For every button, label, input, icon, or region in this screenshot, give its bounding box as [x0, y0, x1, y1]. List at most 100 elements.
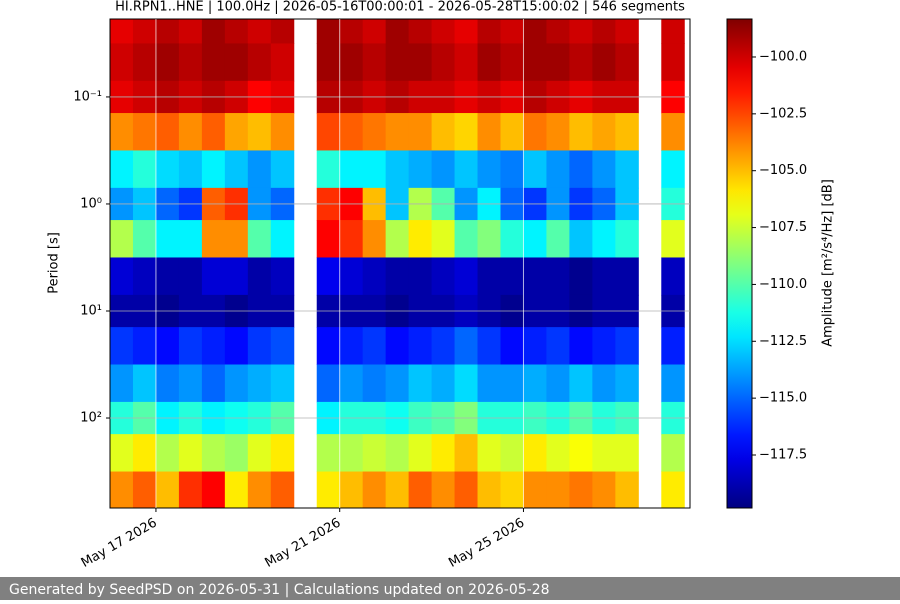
spectrogram-cell: [431, 220, 456, 258]
spectrogram-cell: [477, 471, 501, 508]
spectrogram-cell: [224, 43, 249, 82]
spectrogram-cell: [500, 43, 524, 82]
spectrogram-cell: [431, 19, 456, 44]
spectrogram-cell: [661, 19, 685, 44]
spectrogram-cell: [224, 113, 249, 151]
spectrogram-cell: [454, 434, 479, 473]
spectrogram-cell: [132, 434, 157, 473]
spectrogram-cell: [224, 220, 249, 258]
spectrogram-cell: [408, 19, 433, 44]
spectrogram-cell: [339, 364, 364, 403]
colorbar-tick-label: −102.5: [759, 106, 807, 121]
spectrogram-cell: [132, 150, 157, 189]
spectrogram-cell: [270, 150, 295, 189]
spectrogram-cell: [408, 43, 433, 82]
spectrogram-cell: [592, 434, 616, 473]
spectrogram-cell: [615, 327, 639, 366]
spectrogram-cell: [270, 471, 295, 508]
spectrogram-cell: [408, 364, 433, 403]
spectrogram-cell: [132, 257, 157, 296]
spectrogram-cell: [224, 19, 249, 44]
spectrogram-cell: [155, 434, 180, 473]
spectrogram-cell: [569, 257, 593, 296]
spectrogram-cell: [569, 220, 593, 258]
spectrogram-cell: [339, 257, 364, 296]
spectrogram-cell: [316, 220, 341, 258]
spectrogram-cell: [523, 113, 547, 151]
spectrogram-cell: [569, 471, 593, 508]
spectrogram-cell: [454, 220, 479, 258]
spectrogram-cell: [316, 471, 341, 508]
spectrogram-cell: [500, 220, 524, 258]
spectrogram-cell: [569, 364, 593, 403]
footer-text: Generated by SeedPSD on 2026-05-31 | Cal…: [9, 582, 550, 598]
spectrogram-cell: [178, 19, 203, 44]
spectrogram-cell: [408, 471, 433, 508]
spectrogram-cell: [615, 19, 639, 44]
spectrogram-cell: [569, 19, 593, 44]
chart-title: HI.RPN1..HNE | 100.0Hz | 2026-05-16T00:0…: [115, 0, 685, 15]
spectrogram-cell: [546, 257, 570, 296]
spectrogram-cell: [592, 19, 616, 44]
spectrogram-cell: [132, 220, 157, 258]
spectrogram-cell: [247, 257, 272, 296]
spectrogram-cell: [247, 113, 272, 151]
spectrogram-cell: [661, 113, 685, 151]
spectrogram-cell: [408, 113, 433, 151]
spectrogram-cell: [155, 113, 180, 151]
spectrogram-cell: [523, 327, 547, 366]
spectrogram-cell: [201, 364, 226, 403]
spectrogram-cell: [408, 327, 433, 366]
spectrogram-cell: [224, 434, 249, 473]
spectrogram-cell: [431, 150, 456, 189]
spectrogram-cell: [201, 43, 226, 82]
spectrogram-cell: [592, 43, 616, 82]
spectrogram-cell: [201, 471, 226, 508]
spectrogram-cell: [178, 220, 203, 258]
spectrogram-cell: [523, 150, 547, 189]
spectrogram-cell: [661, 327, 685, 366]
spectrogram-cell: [546, 19, 570, 44]
spectrogram-cell: [270, 19, 295, 44]
spectrogram-cell: [615, 471, 639, 508]
colorbar-tick-label: −110.0: [759, 277, 807, 292]
spectrogram-cell: [661, 150, 685, 189]
spectrogram-cell: [201, 434, 226, 473]
spectrogram-cell: [316, 257, 341, 296]
colorbar: [726, 18, 753, 509]
spectrogram-cell: [569, 113, 593, 151]
y-tick-label: 10⁰: [80, 196, 102, 211]
spectrogram-cell: [362, 220, 387, 258]
spectrogram-cell: [270, 327, 295, 366]
spectrogram-cell: [247, 434, 272, 473]
spectrogram-cell: [615, 113, 639, 151]
spectrogram-cell: [132, 364, 157, 403]
spectrogram-cell: [339, 43, 364, 82]
spectrogram-cell: [546, 327, 570, 366]
spectrogram-cell: [477, 43, 501, 82]
spectrogram-cell: [155, 220, 180, 258]
spectrogram-cell: [431, 257, 456, 296]
colorbar-label: Amplitude [m²/s⁴/Hz] [dB]: [821, 179, 836, 347]
spectrogram-cell: [224, 471, 249, 508]
spectrogram-cell: [316, 327, 341, 366]
spectrogram-cell: [477, 220, 501, 258]
spectrogram-cell: [385, 19, 410, 44]
spectrogram-cell: [132, 19, 157, 44]
y-tick-label: 10²: [80, 411, 102, 426]
spectrogram-cell: [201, 257, 226, 296]
spectrogram-cell: [661, 471, 685, 508]
spectrogram-cell: [592, 150, 616, 189]
spectrogram-cell: [569, 43, 593, 82]
spectrogram-cell: [454, 257, 479, 296]
spectrogram-cell: [155, 364, 180, 403]
spectrogram-cell: [110, 150, 134, 189]
spectrogram-cell: [569, 150, 593, 189]
spectrogram-cell: [178, 471, 203, 508]
colorbar-tick-label: −115.0: [759, 391, 807, 406]
spectrogram-cell: [477, 150, 501, 189]
spectrogram-cell: [270, 364, 295, 403]
spectrogram-cell: [523, 471, 547, 508]
colorbar-tick-label: −112.5: [759, 334, 807, 349]
spectrogram-cell: [316, 434, 341, 473]
